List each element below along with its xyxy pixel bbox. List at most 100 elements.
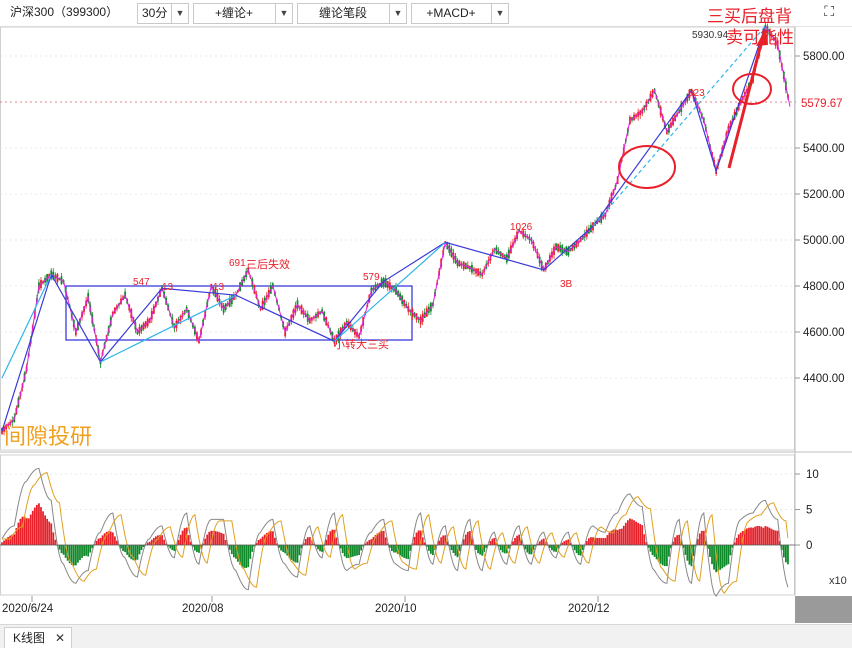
rally-arrow-shaft (727, 39, 764, 169)
macd-bar (109, 531, 112, 545)
macd-bar (518, 534, 521, 545)
macd-bar (113, 536, 116, 545)
macd-bar (265, 532, 268, 545)
macd-bar (44, 515, 46, 545)
trend-line (1, 274, 52, 379)
macd-bar (641, 525, 644, 545)
watermark: 间隙投研 (4, 424, 92, 449)
annotation-label: 5930.94 (692, 30, 729, 41)
macd-bar (374, 535, 377, 545)
macd-bar (784, 545, 787, 563)
macd-bar (680, 541, 683, 545)
macd-bar (752, 527, 754, 545)
divergence-circle-1 (618, 145, 676, 189)
macd-bar (407, 545, 410, 560)
macd-bar (787, 545, 789, 565)
macd-bar (19, 518, 22, 545)
macd-bar (89, 545, 92, 553)
macd-bar (122, 545, 124, 552)
annotation-big-line1: 三买后盘背 (707, 7, 792, 26)
macd-dif-line (1, 467, 789, 597)
macd-y-axis: 10 5 0 (795, 469, 819, 552)
macd-bar (624, 522, 627, 545)
macd-bar (187, 535, 190, 545)
macd-bar (111, 532, 114, 545)
indicator-select-chanlun[interactable]: +缠论+ ▼ (193, 3, 293, 24)
macd-bar (218, 532, 221, 545)
macd-bar (308, 537, 311, 545)
macd-bar (626, 520, 629, 545)
macd-bar (349, 545, 352, 558)
indicator-select-bi-duan[interactable]: 缠论笔段 ▼ (297, 3, 407, 24)
macd-bar (327, 534, 330, 545)
macd-tick-label: 10 (806, 469, 819, 481)
price-tick-label: 5000.00 (803, 235, 845, 247)
macd-bar (700, 530, 703, 545)
macd-bar (101, 535, 104, 545)
annotation-label: 1026 (510, 222, 533, 233)
macd-bar (464, 534, 467, 545)
macd-bar (575, 545, 578, 554)
expand-icon[interactable]: ⛶ (824, 3, 834, 19)
annotation-label: 三后失效 (246, 257, 290, 271)
macd-bar (704, 540, 707, 545)
axis-corner-block (795, 596, 852, 623)
macd-bar (427, 545, 430, 551)
macd-bar (770, 528, 773, 545)
macd-bar (302, 542, 305, 545)
macd-bar (290, 545, 293, 560)
x-tick-label: 2020/12 (568, 603, 610, 615)
macd-bar (631, 519, 633, 545)
macd-bar (596, 537, 599, 545)
macd-bar (245, 545, 248, 568)
macd-bar (25, 518, 28, 545)
price-tick-label: 4600.00 (803, 327, 845, 339)
period-select[interactable]: 30分 ▼ (137, 3, 189, 24)
chevron-down-icon: ▼ (389, 4, 406, 23)
tab-kline[interactable]: K线图 ✕ (4, 627, 73, 648)
macd-bar (481, 545, 484, 556)
macd-bar (159, 534, 161, 545)
macd-bar (530, 545, 533, 555)
macd-bar (567, 539, 570, 545)
macd-bar (95, 540, 98, 545)
macd-bar (247, 545, 250, 568)
macd-bar (782, 545, 785, 558)
macd-bar (778, 540, 781, 545)
macd-bar (52, 532, 55, 545)
tab-kline-label: K线图 (13, 631, 46, 645)
macd-bar (501, 545, 504, 553)
macd-bar (370, 539, 373, 545)
macd-bar (3, 540, 5, 545)
macd-bar (520, 539, 523, 545)
macd-bar (210, 530, 213, 545)
macd-bar (319, 545, 321, 552)
bi-line (1, 24, 791, 432)
macd-bar (717, 545, 720, 572)
macd-bar (692, 545, 695, 557)
macd-bar (450, 545, 453, 551)
macd-bar (629, 518, 631, 545)
macd-bar (536, 543, 539, 545)
x-tick-label: 2020/08 (182, 603, 224, 615)
macd-bar (608, 532, 611, 545)
macd-bar (79, 545, 81, 561)
macd-bar (206, 534, 209, 545)
x-tick-label: 2020/10 (375, 603, 417, 615)
macd-bar (17, 522, 20, 545)
macd-bar (313, 543, 315, 545)
trend-line (100, 294, 237, 363)
macd-bar (335, 537, 338, 545)
close-icon[interactable]: ✕ (54, 631, 66, 645)
indicator-select-macd[interactable]: +MACD+ ▼ (411, 3, 509, 24)
last-price-label: 5579.67 (801, 98, 843, 110)
macd-bar (388, 545, 391, 548)
macd-bar (29, 514, 32, 545)
macd-bar (85, 545, 88, 556)
macd-bar (216, 531, 219, 545)
chevron-down-icon: ▼ (275, 4, 292, 23)
macd-bar (409, 545, 412, 551)
macd-bar (358, 545, 360, 556)
macd-bar (702, 530, 705, 545)
macd-bar (140, 545, 143, 551)
